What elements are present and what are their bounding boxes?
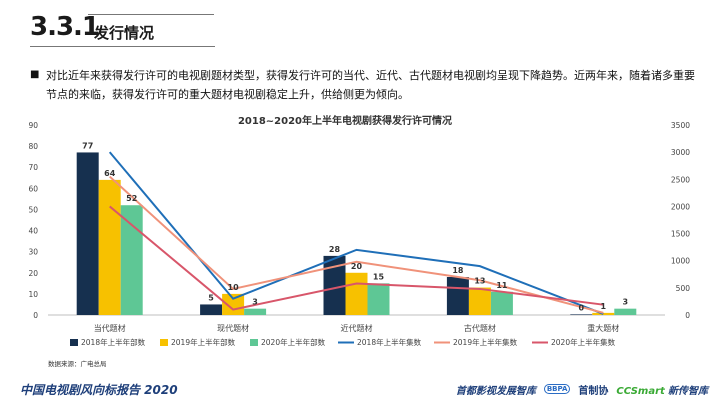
bar-data-label: 77 <box>82 141 93 150</box>
series-line <box>109 205 604 311</box>
bar-data-label: 10 <box>228 283 240 292</box>
header-bottom-rule <box>30 46 215 47</box>
y-right-tick-label: 2500 <box>671 175 690 184</box>
legend-label: 2020年上半年集数 <box>551 337 616 347</box>
bar-data-label: 20 <box>351 262 363 271</box>
section-header: 3.3.1 发行情况 <box>0 0 720 52</box>
bar <box>490 291 513 315</box>
y-right-tick-label: 3500 <box>671 121 690 130</box>
data-label-layer: 77 5 28 18 0 64 10 20 13 1 52 3 15 11 3 <box>82 141 628 312</box>
y-left-tick-label: 20 <box>28 269 38 278</box>
legend-label: 2018年上半年集数 <box>357 337 422 347</box>
section-number: 3.3.1 <box>30 12 100 42</box>
x-tick-label: 古代题材 <box>464 323 496 333</box>
square-bullet-icon: ■ <box>30 69 40 80</box>
bar <box>323 255 346 315</box>
bar-data-label: 3 <box>252 298 258 307</box>
issuance-chart: 2018~2020年上半年电视剧获得发行许可情况 010203040506070… <box>28 114 690 368</box>
logo-think-tank: 首都影视发展智库 <box>455 385 536 397</box>
series-line <box>108 151 604 315</box>
bar-data-label: 28 <box>329 245 341 254</box>
bar <box>120 205 143 315</box>
chart-container: 2018~2020年上半年电视剧获得发行许可情况 0 10 20 30 40 50 60 70… <box>0 110 720 370</box>
bar <box>446 277 469 315</box>
bar-data-label: 11 <box>496 281 508 290</box>
chart-title: 2018~2020年上半年电视剧获得发行许可情况 <box>238 114 452 127</box>
legend-label: 2019年上半年部数 <box>171 337 236 347</box>
y-left-tick-label: 80 <box>28 142 38 151</box>
legend-swatch-bar <box>250 339 258 346</box>
bar <box>345 272 368 315</box>
logo-bbpa-badge: BBPA <box>543 384 571 394</box>
series-line <box>109 175 604 314</box>
y-left-tick-label: 30 <box>28 248 38 257</box>
y-right-tick-label: 500 <box>676 284 691 293</box>
summary-paragraph: 对比近年来获得发行许可的电视剧题材类型，获得发行许可的当代、近代、古代题材电视剧… <box>46 69 695 101</box>
y-left-tick-label: 40 <box>28 227 38 236</box>
x-tick-label: 当代题材 <box>94 323 126 333</box>
bar <box>592 312 615 315</box>
bar <box>98 179 121 315</box>
y-left-tick-label: 10 <box>28 290 38 299</box>
bar-data-label: 64 <box>104 169 116 178</box>
footer-logos: 首都影视发展智库 BBPA 首制协 CCSmart 新传智库 <box>456 380 708 398</box>
y-right-tick-label: 2000 <box>671 202 690 211</box>
legend-swatch-bar <box>160 339 168 346</box>
logo-ccsmart: CCSmart 新传智库 <box>616 385 708 397</box>
bar-layer <box>76 152 637 315</box>
legend-label: 2018年上半年部数 <box>81 337 146 347</box>
bar <box>614 308 637 315</box>
chart-legend: 2018年上半年部数 2019年上半年部数 2020年上半年部数 2018年上半年集数… <box>70 337 616 347</box>
y-right-tick-label: 0 <box>685 311 690 320</box>
y-left-tick-label: 0 <box>33 311 38 320</box>
y-left-tick-label: 60 <box>28 184 38 193</box>
bar-data-label: 18 <box>452 266 464 275</box>
bar-data-label: 0 <box>579 303 585 312</box>
bar-data-label: 5 <box>208 293 214 302</box>
report-title: 中国电视剧风向标报告 2020 <box>20 383 178 397</box>
bar-data-label: 13 <box>474 277 485 286</box>
x-tick-label: 重大题材 <box>587 323 619 333</box>
x-tick-label: 近代题材 <box>341 323 373 333</box>
bar <box>570 314 593 315</box>
bar <box>367 283 390 315</box>
y-right-tick-label: 1000 <box>671 257 690 266</box>
legend-label: 2020年上半年部数 <box>261 337 326 347</box>
bar-data-label: 15 <box>373 272 385 281</box>
section-title: 发行情况 <box>94 24 155 42</box>
bar <box>76 152 99 315</box>
line-layer <box>108 151 604 315</box>
bar <box>200 304 223 315</box>
y-right-tick-label: 1500 <box>671 230 690 239</box>
x-tick-label: 现代题材 <box>217 323 249 333</box>
legend-swatch-bar <box>70 339 78 346</box>
bar-data-label: 3 <box>623 298 629 307</box>
chart-axes: 0102030405060708090050010001500200025003… <box>28 121 690 333</box>
y-left-tick-label: 70 <box>28 163 38 172</box>
y-right-tick-label: 3000 <box>671 148 690 157</box>
logo-association: 首制协 <box>578 385 609 397</box>
bar <box>244 308 267 315</box>
bar <box>222 293 245 315</box>
source-note: 数据来源：广电总局 <box>48 359 107 368</box>
bar <box>468 287 491 315</box>
bar-data-label: 52 <box>126 194 137 203</box>
legend-label: 2019年上半年集数 <box>453 337 518 347</box>
header-top-rule <box>88 14 214 15</box>
y-left-tick-label: 90 <box>28 121 38 130</box>
bar-data-label: 1 <box>601 302 607 311</box>
y-left-tick-label: 50 <box>28 205 38 214</box>
